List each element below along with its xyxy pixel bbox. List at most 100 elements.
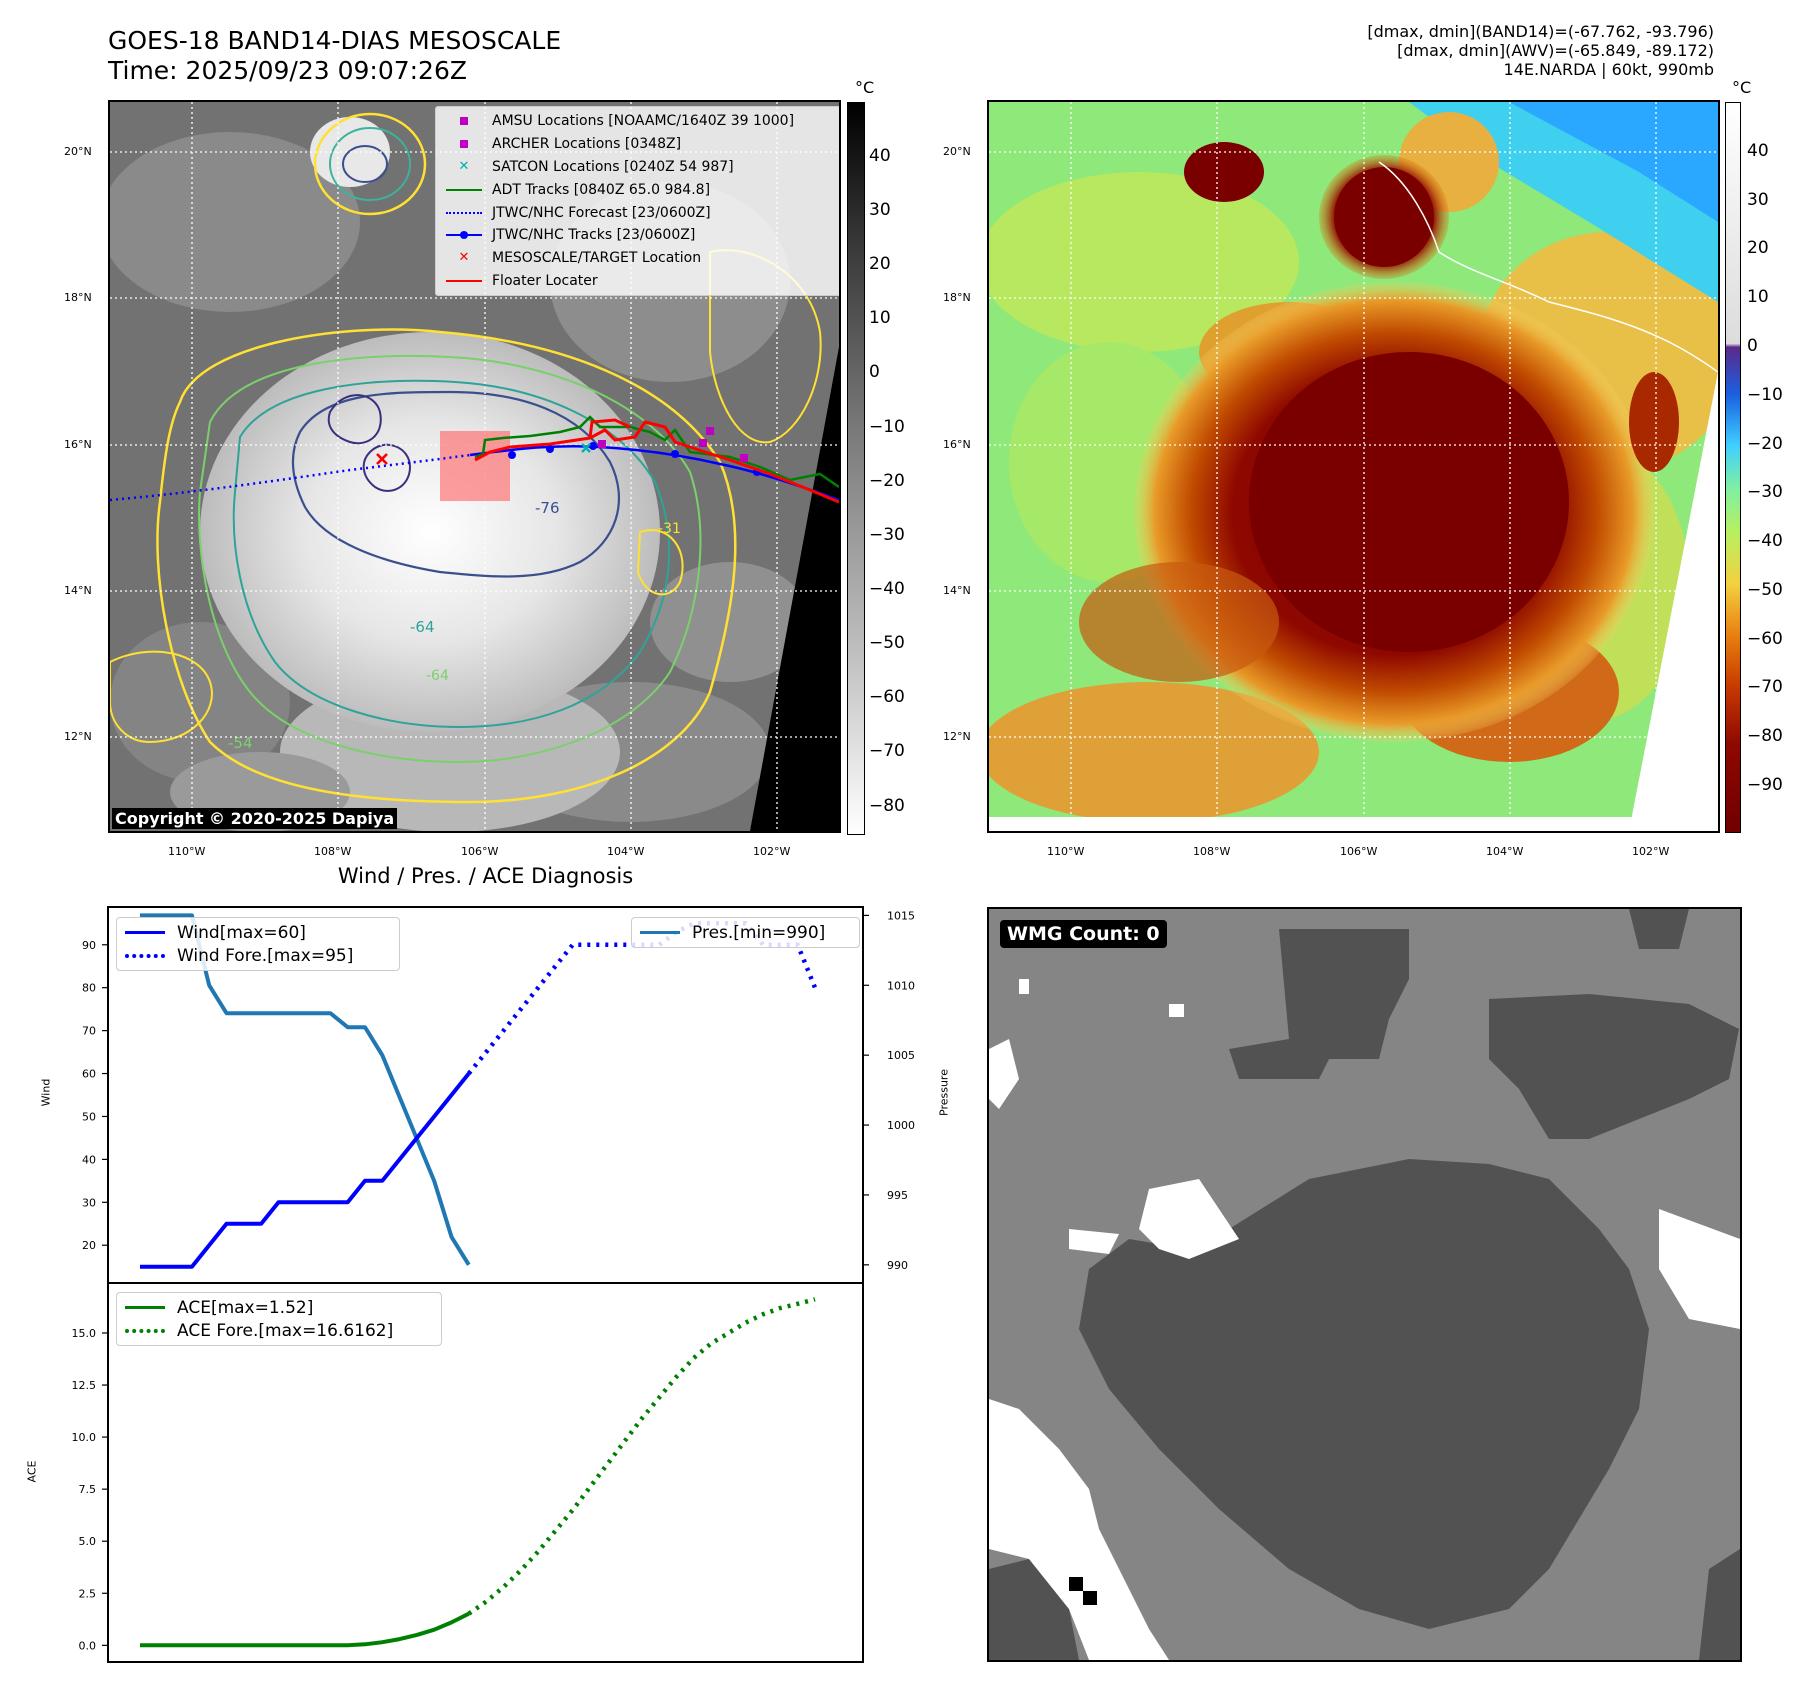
colorbar-tick: 0: [1747, 336, 1758, 356]
line-marker-icon: [444, 274, 484, 288]
wmg-panel[interactable]: WMG Count: 0: [987, 907, 1742, 1662]
amsu-markers: [598, 427, 748, 462]
colorbar-tick: −40: [1747, 531, 1783, 551]
lon-label: 110°W: [1047, 845, 1085, 858]
legend-label: MESOSCALE/TARGET Location: [492, 250, 702, 267]
target-marker: [376, 453, 388, 465]
title-line-1: GOES-18 BAND14-DIAS MESOSCALE: [108, 26, 562, 55]
legend-item-tracks: JTWC/NHC Tracks [23/0600Z]: [444, 224, 839, 247]
lon-label: 106°W: [461, 845, 499, 858]
dotted-line-icon: [123, 949, 167, 963]
pressure-tick-label: 1015: [887, 909, 915, 922]
band14-map[interactable]: -76 -64 -54 -31 -64: [108, 100, 841, 833]
title-line-2: Time: 2025/09/23 09:07:26Z: [108, 56, 467, 85]
ace-tick-label: 7.5: [79, 1483, 97, 1496]
floater-box: [440, 431, 510, 501]
solid-line-icon: [123, 926, 167, 940]
colorbar-tick: −60: [869, 687, 905, 707]
lat-label: 18°N: [64, 291, 92, 304]
colorbar-tick: 20: [1747, 238, 1769, 258]
ace-forecast-series-line: [467, 1297, 816, 1616]
colorbar-tick: −90: [1747, 775, 1783, 795]
ace-tick-label: 5.0: [79, 1535, 97, 1548]
awv-gridlines: [989, 102, 1718, 831]
ace-legend: ACE[max=1.52] ACE Fore.[max=16.6162]: [116, 1292, 442, 1346]
legend-label: SATCON Locations [0240Z 54 987]: [492, 158, 734, 175]
legend-label: JTWC/NHC Tracks [23/0600Z]: [492, 227, 696, 244]
lat-label: 20°N: [64, 145, 92, 158]
line-dot-icon: [444, 228, 484, 242]
legend-item-floater: Floater Locater: [444, 270, 839, 293]
colorbar-tick: 10: [1747, 287, 1769, 307]
awv-map[interactable]: [987, 100, 1720, 833]
wind-legend: Wind[max=60] Wind Fore.[max=95]: [116, 917, 400, 971]
band14-colorbar: [847, 102, 865, 835]
ace-plot-frame: [107, 1282, 864, 1663]
pressure-tick-label: 1005: [887, 1049, 915, 1062]
copyright-label: Copyright © 2020-2025 Dapiya: [112, 808, 398, 829]
legend-label: Wind Fore.[max=95]: [177, 945, 354, 966]
lat-label: 18°N: [943, 291, 971, 304]
wind-tick-label: 20: [82, 1239, 96, 1252]
wind-tick-label: 70: [82, 1025, 96, 1038]
square-marker-icon: [444, 137, 484, 151]
wind-tick-label: 40: [82, 1153, 96, 1166]
lat-label: 16°N: [64, 438, 92, 451]
wind-series-line: [140, 1072, 471, 1269]
ace-tick-label: 15.0: [72, 1327, 97, 1340]
wind-tick-label: 80: [82, 982, 96, 995]
dotted-line-icon: [444, 206, 484, 220]
pressure-tick-label: 990: [887, 1259, 908, 1272]
line-marker-icon: [444, 183, 484, 197]
info-line-1: [dmax, dmin](BAND14)=(-67.762, -93.796): [1367, 22, 1714, 41]
legend-label: JTWC/NHC Forecast [23/0600Z]: [492, 204, 711, 221]
lat-label: 20°N: [943, 145, 971, 158]
colorbar-unit: °C: [1732, 78, 1752, 97]
wind-tick-label: 90: [82, 939, 96, 952]
ace-tick-label: 12.5: [72, 1379, 97, 1392]
contour-label: -76: [535, 499, 560, 517]
lat-label: 12°N: [943, 730, 971, 743]
colorbar-tick: 10: [869, 308, 891, 328]
lon-label: 108°W: [314, 845, 352, 858]
legend-item-wind: Wind[max=60]: [123, 921, 393, 944]
colorbar-tick: 30: [1747, 190, 1769, 210]
legend-label: ACE[max=1.52]: [177, 1297, 314, 1318]
pressure-legend: Pres.[min=990]: [631, 917, 860, 948]
best-track: [469, 444, 839, 502]
legend-label: Wind[max=60]: [177, 922, 306, 943]
contour-label: -31: [658, 521, 681, 537]
awv-map-image: [989, 102, 1718, 831]
legend-item-ace: ACE[max=1.52]: [123, 1296, 435, 1319]
contour-label: -54: [228, 734, 253, 752]
lat-label: 14°N: [64, 584, 92, 597]
legend-item-wind-forecast: Wind Fore.[max=95]: [123, 944, 393, 967]
colorbar-tick: −70: [1747, 677, 1783, 697]
colorbar-tick: −30: [1747, 482, 1783, 502]
wind-tick-label: 60: [82, 1068, 96, 1081]
legend-label: Floater Locater: [492, 272, 598, 289]
legend-item-pressure: Pres.[min=990]: [638, 921, 853, 944]
lon-label: 102°W: [1632, 845, 1670, 858]
colorbar-tick: 30: [869, 200, 891, 220]
solid-line-icon: [638, 926, 682, 940]
pressure-tick-label: 995: [887, 1189, 908, 1202]
contour-label: -64: [410, 618, 435, 636]
ace-series-line: [140, 1611, 470, 1648]
colorbar-unit: °C: [855, 78, 875, 97]
legend-item-archer: ARCHER Locations [0348Z]: [444, 133, 839, 156]
colorbar-tick: −70: [869, 741, 905, 761]
ace-axis-label: ACE: [25, 1460, 39, 1483]
colorbar-tick: −50: [1747, 580, 1783, 600]
lat-label: 16°N: [943, 438, 971, 451]
lon-label: 104°W: [1486, 845, 1524, 858]
colorbar-tick: 40: [869, 146, 891, 166]
lon-label: 104°W: [607, 845, 645, 858]
colorbar-tick: 20: [869, 254, 891, 274]
colorbar-tick: −60: [1747, 629, 1783, 649]
satcon-marker: [581, 443, 591, 453]
legend-label: AMSU Locations [NOAAMC/1640Z 39 1000]: [492, 113, 795, 130]
solid-line-icon: [123, 1301, 167, 1315]
contour-label: -64: [426, 668, 449, 684]
legend-item-satcon: ✕ SATCON Locations [0240Z 54 987]: [444, 156, 839, 179]
